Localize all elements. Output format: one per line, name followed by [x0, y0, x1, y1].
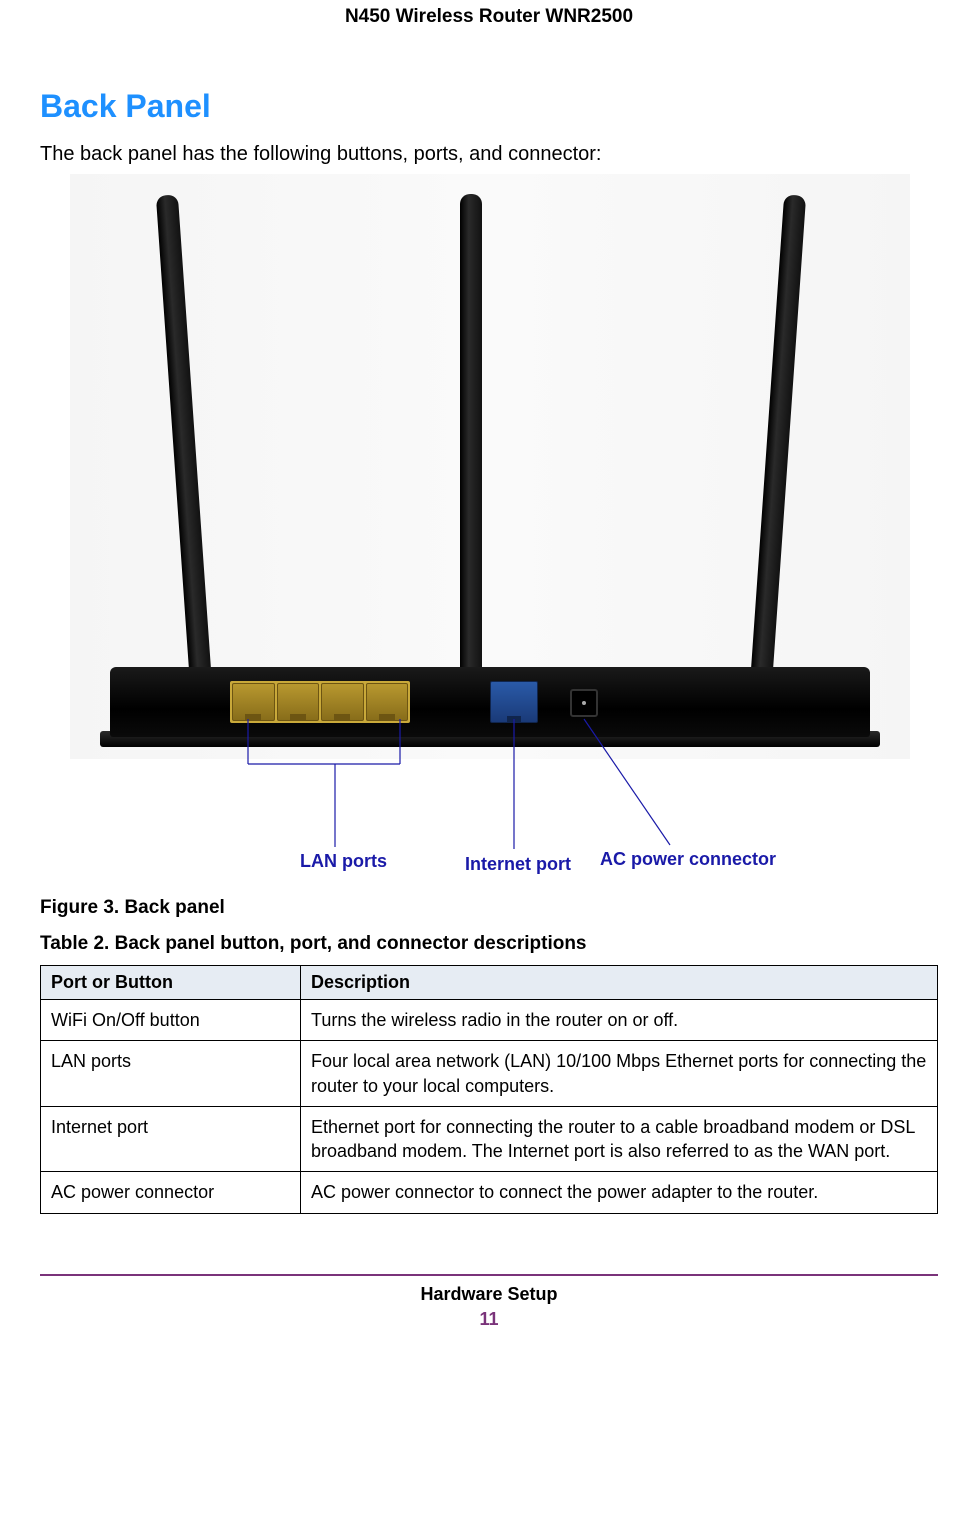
section-title: Back Panel: [40, 88, 938, 125]
table-cell: Internet port: [41, 1106, 301, 1172]
footer-title: Hardware Setup: [40, 1284, 938, 1305]
table-cell: Ethernet port for connecting the router …: [301, 1106, 938, 1172]
callout-diagram: LAN ports Internet port AC power connect…: [70, 759, 910, 889]
callout-lan: LAN ports: [300, 851, 387, 872]
description-table: Port or Button Description WiFi On/Off b…: [40, 965, 938, 1214]
table-header-col1: Description: [301, 966, 938, 1000]
table-cell: AC power connector to connect the power …: [301, 1172, 938, 1213]
figure-caption: Figure 3. Back panel: [40, 897, 938, 919]
table-cell: WiFi On/Off button: [41, 1000, 301, 1041]
table-cell: AC power connector: [41, 1172, 301, 1213]
antenna-right: [750, 194, 806, 684]
table-cell: Four local area network (LAN) 10/100 Mbp…: [301, 1041, 938, 1107]
table-header-col0: Port or Button: [41, 966, 301, 1000]
antenna-left: [156, 194, 212, 684]
callout-internet: Internet port: [465, 854, 571, 875]
table-row: WiFi On/Off button Turns the wireless ra…: [41, 1000, 938, 1041]
table-row: Internet port Ethernet port for connecti…: [41, 1106, 938, 1172]
table-row: AC power connector AC power connector to…: [41, 1172, 938, 1213]
intro-text: The back panel has the following buttons…: [40, 143, 938, 166]
table-row: LAN ports Four local area network (LAN) …: [41, 1041, 938, 1107]
doc-header: N450 Wireless Router WNR2500: [40, 0, 938, 88]
table-cell: Turns the wireless radio in the router o…: [301, 1000, 938, 1041]
router-illustration: [70, 174, 910, 759]
table-cell: LAN ports: [41, 1041, 301, 1107]
callout-power: AC power connector: [600, 849, 776, 870]
table-caption: Table 2. Back panel button, port, and co…: [40, 933, 938, 955]
page-number: 11: [40, 1309, 938, 1330]
antenna-center: [460, 194, 482, 684]
page-footer: Hardware Setup 11: [40, 1274, 938, 1330]
